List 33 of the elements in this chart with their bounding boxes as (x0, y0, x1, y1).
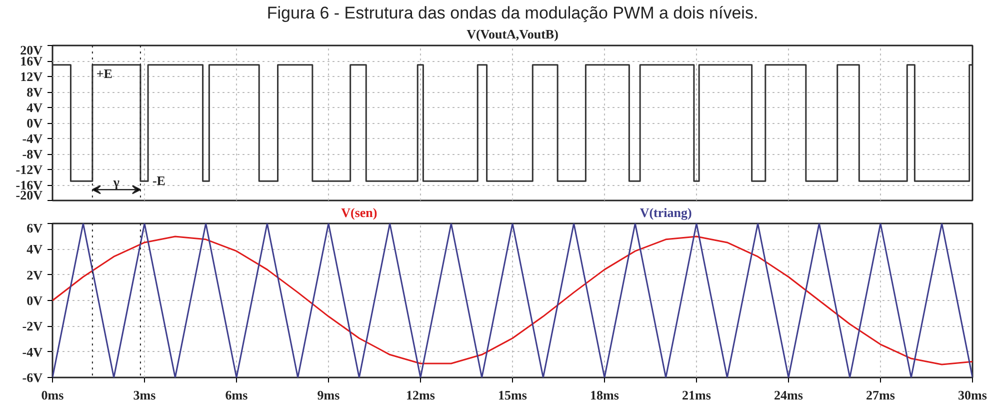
y-tick-label: -6V (22, 370, 44, 385)
y-tick-label: 4V (26, 100, 44, 115)
text: V(sen) (341, 204, 378, 220)
x-tick-label: 24ms (774, 388, 803, 402)
y-tick-label: -4V (22, 344, 44, 360)
y-tick-label: 6V (26, 220, 44, 236)
y-tick-label: 4V (26, 242, 44, 257)
series-label: V(VoutA,VoutB) (466, 26, 558, 42)
y-tick-label: 2V (26, 267, 44, 282)
y-tick-label: -12V (16, 162, 44, 177)
annotation: +E (96, 66, 112, 81)
y-tick-label: 8V (26, 84, 44, 100)
annotation: γ (112, 174, 120, 190)
y-tick-label: -16V (16, 178, 44, 192)
x-tick-label: 9ms (317, 388, 340, 402)
x-tick-label: 30ms (958, 388, 987, 402)
y-tick-label: 0V (26, 116, 44, 130)
x-tick-label: 18ms (590, 388, 619, 402)
x-tick-label: 21ms (682, 388, 711, 402)
x-tick-label: 3ms (133, 388, 156, 402)
y-tick-label: -2V (22, 318, 44, 334)
x-tick-label: 27ms (866, 388, 895, 402)
series-label: V(triang) (640, 204, 692, 220)
y-tick-label: -8V (22, 146, 44, 162)
x-tick-label: 0ms (41, 388, 64, 402)
x-tick-label: 12ms (406, 388, 435, 402)
annotation: -E (152, 172, 166, 188)
x-tick-label: 15ms (498, 388, 527, 402)
y-tick-label: -4V (22, 131, 44, 146)
x-tick-label: 6ms (225, 388, 248, 402)
y-tick-label: 12V (20, 69, 44, 84)
y-tick-label: 0V (26, 293, 44, 308)
chart-title: Figura 6 - Estrutura das ondas da modulação PWM a dois níveis. (266, 4, 758, 22)
